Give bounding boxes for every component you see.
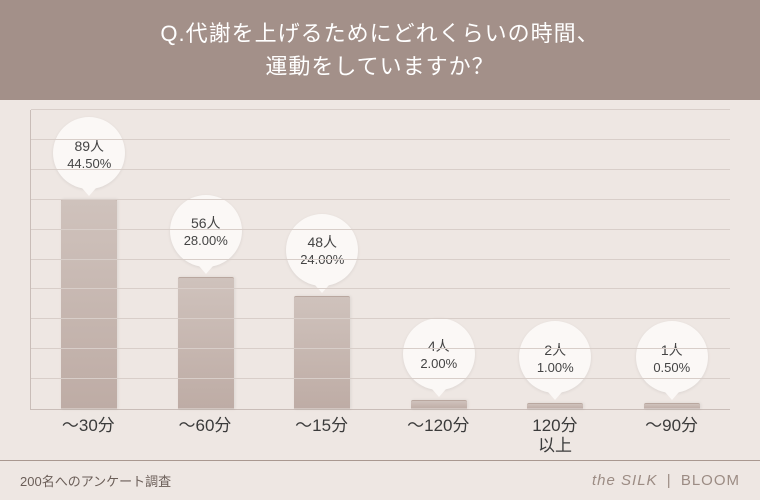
x-label: ～30分 <box>49 416 127 457</box>
gridline <box>31 199 730 200</box>
x-label: ～90分 <box>633 416 711 457</box>
bubble-count: 1人 <box>661 340 683 360</box>
bar-group: 1人0.50% <box>633 403 711 409</box>
brand-right: BLOOM <box>681 472 740 489</box>
gridline <box>31 169 730 170</box>
bar <box>178 277 234 409</box>
bubble-percent: 0.50% <box>653 360 690 375</box>
gridline <box>31 318 730 319</box>
bar-group: 2人1.00% <box>516 403 594 409</box>
footer-note: 200名へのアンケート調査 <box>20 471 171 490</box>
brand-left: the SILK <box>592 472 658 489</box>
bubble-percent: 28.00% <box>184 233 228 248</box>
value-bubble: 56人28.00% <box>170 195 242 267</box>
chart-area: 89人44.50% 56人28.00% 48人24.00% 4人2.00% 2人1.00… <box>0 100 760 460</box>
value-bubble: 48人24.00% <box>286 214 358 286</box>
gridline <box>31 229 730 230</box>
footer: 200名へのアンケート調査 the SILK | BLOOM <box>0 460 760 500</box>
value-bubble: 1人0.50% <box>636 321 708 393</box>
bar-group: 48人24.00% <box>283 296 361 409</box>
bubble-count: 4人 <box>428 336 450 356</box>
x-label: 120分以上 <box>516 416 594 457</box>
gridline <box>31 348 730 349</box>
x-axis: ～30分 ～60分 ～15分 ～120分 120分以上 ～90分 <box>30 410 730 457</box>
bar <box>294 296 350 409</box>
gridline <box>31 378 730 379</box>
brand: the SILK | BLOOM <box>592 472 740 489</box>
gridline <box>31 109 730 110</box>
gridline <box>31 288 730 289</box>
header: Q.代謝を上げるためにどれくらいの時間、運動をしていますか？ <box>0 0 760 100</box>
value-bubble: 2人1.00% <box>519 321 591 393</box>
bar <box>527 403 583 409</box>
x-label: ～120分 <box>399 416 477 457</box>
gridline <box>31 139 730 140</box>
chart-plot: 89人44.50% 56人28.00% 48人24.00% 4人2.00% 2人1.00… <box>30 110 730 410</box>
bubble-percent: 1.00% <box>537 360 574 375</box>
x-label: ～15分 <box>283 416 361 457</box>
brand-separator: | <box>667 472 672 489</box>
bubble-count: 56人 <box>191 213 221 233</box>
bubble-percent: 24.00% <box>300 252 344 267</box>
bar-container: 89人44.50% 56人28.00% 48人24.00% 4人2.00% 2人1.00… <box>31 110 730 409</box>
bubble-count: 2人 <box>544 340 566 360</box>
bar-group: 56人28.00% <box>167 277 245 409</box>
bar <box>644 403 700 409</box>
page-title: Q.代謝を上げるためにどれくらいの時間、運動をしていますか？ <box>160 17 599 83</box>
bar <box>411 400 467 409</box>
bar-group: 4人2.00% <box>400 400 478 409</box>
bubble-percent: 2.00% <box>420 356 457 371</box>
bubble-count: 48人 <box>307 232 337 252</box>
x-label: ～60分 <box>166 416 244 457</box>
gridline <box>31 259 730 260</box>
value-bubble: 89人44.50% <box>53 117 125 189</box>
